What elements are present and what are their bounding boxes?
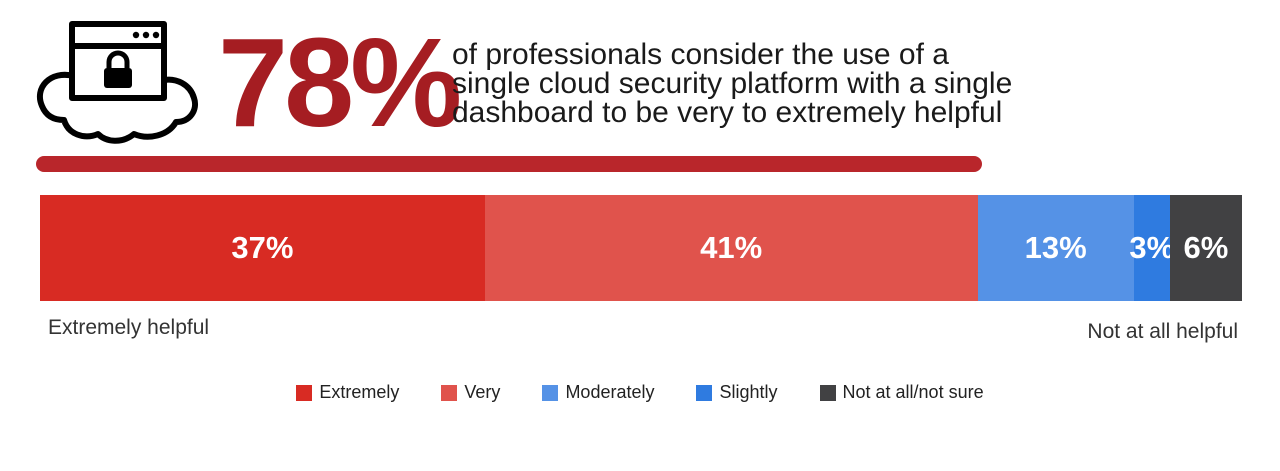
legend-item-very: Very [441,382,500,403]
legend-item-moderately: Moderately [542,382,654,403]
data-label: 6% [1183,230,1229,265]
legend-item-slightly: Slightly [696,382,778,403]
legend-item-extremely: Extremely [296,382,399,403]
legend-label: Not at all/not sure [842,382,984,402]
legend-swatch [819,384,836,401]
headline-stat: 78% [218,12,462,153]
data-label: 41% [700,230,763,265]
legend-label: Extremely [319,382,400,402]
legend-label: Slightly [719,382,778,402]
bar-segment-extremely: 37% [40,195,485,301]
data-label: 3% [1129,230,1175,265]
scale-label-left: Extremely helpful [48,316,210,339]
chart-legend: Extremely Very Moderately Slightly Not at al… [0,382,1280,403]
bar-segment-moderately: 13% [977,195,1134,301]
scale-label-right: Not at all helpful [1087,320,1238,343]
legend-item-not-at-all-not-sure: Not at all/not sure [819,382,984,403]
legend-label: Very [464,382,501,402]
headline-text: of professionals consider the use of a s… [452,38,1013,129]
stacked-bar-chart: 37% 41% 13% 3% 6% [40,195,1242,301]
data-label: 37% [231,230,294,265]
bar-segment-very: 41% [484,195,978,301]
legend-swatch [296,384,313,401]
legend-swatch [696,384,713,401]
cloud-lock-window-icon [37,21,198,144]
legend-label: Moderately [565,382,655,402]
legend-swatch [441,384,458,401]
divider-bar [36,156,982,172]
bar-segment-not-at-all-not-sure: 6% [1169,195,1242,301]
data-label: 13% [1024,230,1087,265]
bar-segment-slightly: 3% [1129,195,1174,301]
legend-swatch [542,384,559,401]
